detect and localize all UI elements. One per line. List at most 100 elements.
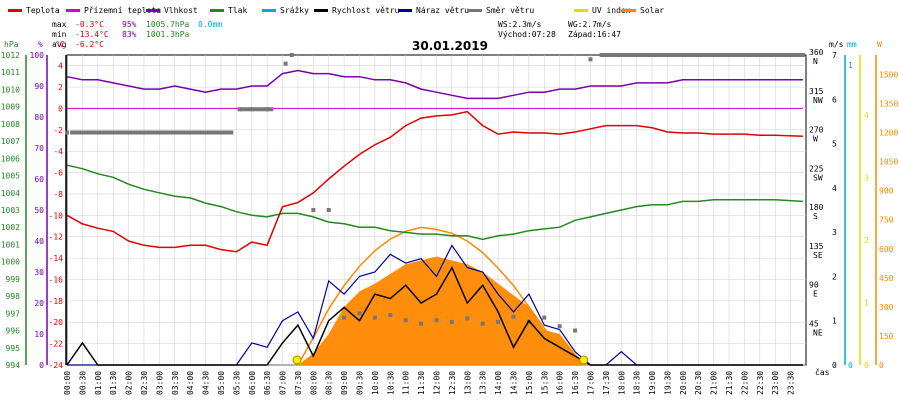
axis-hum-title: % [38,40,43,49]
time-tick-label: 19:30 [663,371,672,395]
hum-tick-label: 30 [34,268,44,277]
dir-tick-label: 315 [809,87,824,96]
uv-tick-label: 4 [864,111,869,120]
dir-tick-label: 180 [809,203,824,212]
ms-tick-label: 0 [832,361,837,370]
hum-tick-label: 50 [34,206,44,215]
dir-tick-label: 270 [809,126,824,135]
wind-direction-point [388,313,393,318]
temp-tick-label: -14 [49,254,64,263]
stat-precip: 0.0mm [198,20,222,29]
stat-wg: WG:2.7m/s [568,20,612,29]
axis-temp-title: °C [55,40,65,49]
hum-tick-label: 70 [34,144,44,153]
time-tick-label: 14:00 [494,371,503,395]
time-tick-label: 17:00 [586,371,595,395]
press-tick-label: 1003 [1,206,20,215]
series-solar-theoretical [297,226,585,366]
dir-tick-label: 360 [809,48,824,57]
dir-tick-label: N [813,57,818,66]
stat-max-label: max [52,20,67,29]
press-tick-label: 1012 [1,51,20,60]
press-tick-label: 1000 [1,258,20,267]
wind-direction-band [70,130,234,135]
axis-mm-title: mm [847,40,857,49]
wind-direction-point [342,315,347,320]
hum-tick-label: 0 [39,361,44,370]
time-tick-label: 11:30 [417,371,426,395]
stat-max-press: 1005.7hPa [146,20,190,29]
time-tick-label: 23:30 [787,371,796,395]
legend-label: Náraz větru [416,6,469,15]
w-tick-label: 600 [879,245,894,254]
hum-tick-label: 20 [34,299,44,308]
time-tick-label: 01:00 [94,371,103,395]
legend-label: Tlak [228,6,247,15]
stat-avg-temp: -6.2°C [75,40,104,49]
ms-tick-label: 7 [832,51,837,60]
time-tick-label: 08:00 [309,371,318,395]
temp-tick-label: -12 [49,233,64,242]
legend-label: UV index [592,6,631,15]
stat-max-temp: -0.3°C [75,20,104,29]
time-tick-label: 07:00 [279,371,288,395]
time-tick-label: 06:30 [263,371,272,395]
stat-ws: WS:2.3m/s [498,20,542,29]
axes: hPa% °C m/s mm W9949959969979989991000100110… [1,40,899,395]
stats-block: max -0.3°C 95% 1005.7hPa 0.0mm min -13.4… [52,20,621,49]
press-tick-label: 1001 [1,240,20,249]
time-tick-label: 07:30 [294,371,303,395]
legend-label: Vlhkost [164,6,198,15]
temp-tick-label: -22 [49,340,64,349]
time-tick-label: 00:00 [63,371,72,395]
uv-tick-label: 3 [864,174,869,183]
legend-label: Přízemní teplota [84,6,161,15]
stat-sunrise: Východ:07:28 [498,30,556,39]
w-tick-label: 150 [879,332,894,341]
stat-min-temp: -13.4°C [75,30,109,39]
dir-tick-label: 90 [809,281,819,290]
time-tick-label: 12:00 [433,371,442,395]
axis-press-title: hPa [4,40,19,49]
wind-direction-point [557,324,562,329]
stat-min-press: 1001.3hPa [146,30,190,39]
temp-tick-label: -4 [53,147,63,156]
dir-tick-label: 225 [809,164,824,173]
ms-tick-label: 5 [832,140,837,149]
dir-tick-label: SE [813,251,823,260]
dir-tick-label: NW [813,96,823,105]
wind-direction-point [573,328,578,333]
series-pressure [66,164,803,241]
dir-tick-label: 135 [809,242,824,251]
press-tick-label: 995 [6,344,21,353]
press-tick-label: 1011 [1,68,20,77]
time-tick-label: 22:00 [740,371,749,395]
temp-tick-label: -18 [49,297,64,306]
press-tick-label: 1009 [1,103,20,112]
time-tick-label: 14:30 [509,371,518,395]
time-tick-label: 00:30 [78,371,87,395]
sunset-marker [579,355,589,365]
legend-swatch [66,9,80,12]
time-tick-label: 09:30 [356,371,365,395]
wind-direction-point [542,315,547,320]
time-tick-label: 18:00 [617,371,626,395]
ms-tick-label: 2 [832,272,837,281]
w-tick-label: 450 [879,274,894,283]
legend-swatch [8,9,22,12]
time-tick-label: 02:00 [125,371,134,395]
uv-tick-label: 2 [864,236,869,245]
time-tick-label: 20:00 [679,371,688,395]
legend-swatch [146,9,160,12]
series-humidity [66,69,803,100]
temp-tick-label: 4 [58,62,63,71]
wind-direction-point [588,57,593,62]
ms-tick-label: 3 [832,228,837,237]
time-tick-label: 15:30 [540,371,549,395]
wind-direction-point [357,311,362,316]
press-tick-label: 1006 [1,154,20,163]
series-wind-speed [66,265,803,366]
press-tick-label: 1007 [1,137,20,146]
time-tick-label: 19:00 [648,371,657,395]
